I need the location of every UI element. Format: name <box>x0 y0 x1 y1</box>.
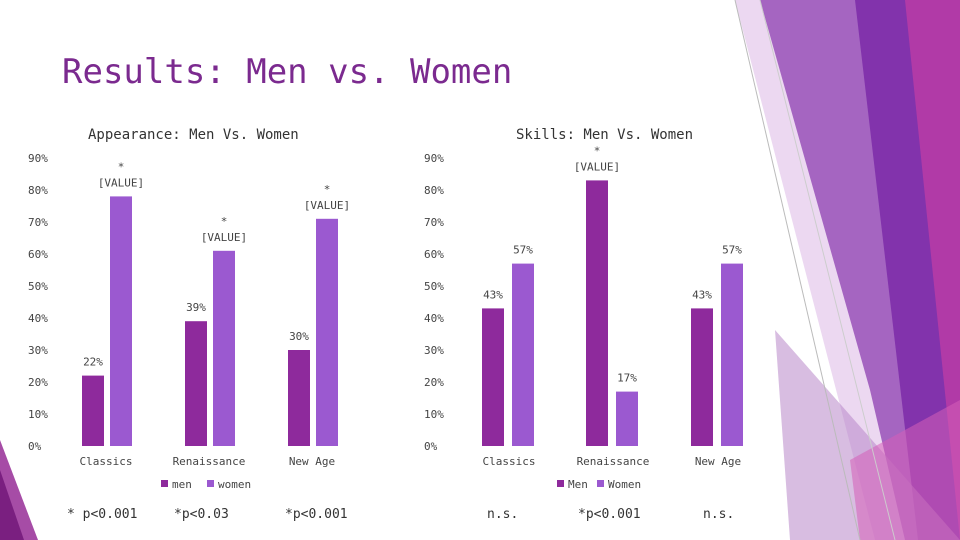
appearance-xtick-classics: Classics <box>80 455 133 468</box>
skills-ytick-20: 20% <box>424 376 444 389</box>
appearance-bar-women-2 <box>316 218 338 446</box>
appearance-note-classics: * p<0.001 <box>67 507 138 522</box>
skills-chart-title: Skills: Men Vs. Women <box>516 127 694 143</box>
appearance-legend-swatch-women <box>207 480 214 487</box>
skills-ytick-70: 70% <box>424 216 444 229</box>
skills-label-women-1: 17% <box>617 372 637 385</box>
appearance-label-men-2: 30% <box>289 330 309 343</box>
slide-title: Results: Men vs. Women <box>62 52 513 92</box>
skills-ytick-40: 40% <box>424 312 444 325</box>
appearance-ytick-90: 90% <box>28 152 48 165</box>
appearance-bar-men-1 <box>185 321 207 446</box>
skills-legend-label-women: Women <box>608 478 641 491</box>
appearance-label-women-0: * [VALUE] <box>98 160 144 189</box>
appearance-xtick-renaissance: Renaissance <box>173 455 246 468</box>
appearance-bar-women-1 <box>213 250 235 446</box>
skills-ytick-90: 90% <box>424 152 444 165</box>
skills-ytick-80: 80% <box>424 184 444 197</box>
skills-legend-swatch-women <box>597 480 604 487</box>
skills-note-renaissance: *p<0.001 <box>578 507 641 522</box>
skills-note-classics: n.s. <box>487 507 519 522</box>
appearance-ytick-10: 10% <box>28 408 48 421</box>
appearance-legend-label-men: men <box>172 478 192 491</box>
appearance-label-men-1: 39% <box>186 301 206 314</box>
appearance-ytick-30: 30% <box>28 344 48 357</box>
appearance-legend-swatch-men <box>161 480 168 487</box>
appearance-xtick-new-age: New Age <box>289 455 335 468</box>
appearance-ytick-0: 0% <box>28 440 42 453</box>
appearance-label-women-1: * [VALUE] <box>201 215 247 244</box>
skills-xtick-classics: Classics <box>483 455 536 468</box>
skills-ytick-30: 30% <box>424 344 444 357</box>
appearance-bar-men-2 <box>288 350 310 446</box>
skills-legend-label-men: Men <box>568 478 588 491</box>
skills-ytick-60: 60% <box>424 248 444 261</box>
skills-label-men-2: 43% <box>692 288 712 301</box>
appearance-chart-title: Appearance: Men Vs. Women <box>88 127 299 143</box>
appearance-label-women-2: * [VALUE] <box>304 183 350 212</box>
skills-label-women-2: 57% <box>722 244 742 257</box>
skills-bar-men-2 <box>691 308 713 446</box>
appearance-ytick-70: 70% <box>28 216 48 229</box>
skills-xtick-renaissance: Renaissance <box>577 455 650 468</box>
skills-label-men-0: 43% <box>483 288 503 301</box>
skills-bar-men-1 <box>586 180 608 446</box>
skills-bar-women-1 <box>616 391 638 446</box>
skills-ytick-0: 0% <box>424 440 438 453</box>
skills-ytick-10: 10% <box>424 408 444 421</box>
appearance-ytick-80: 80% <box>28 184 48 197</box>
skills-label-men-1: * [VALUE] <box>574 144 620 173</box>
skills-legend-swatch-men <box>557 480 564 487</box>
skills-note-new-age: n.s. <box>703 507 735 522</box>
skills-bar-women-0 <box>512 263 534 446</box>
skills-xtick-new-age: New Age <box>695 455 741 468</box>
skills-bar-women-2 <box>721 263 743 446</box>
appearance-ytick-20: 20% <box>28 376 48 389</box>
appearance-chart: 0% 10% 20% 30% 40% 50% 60% 70% 80% 90% Classics 22%… <box>28 152 350 491</box>
skills-bar-men-0 <box>482 308 504 446</box>
appearance-ytick-50: 50% <box>28 280 48 293</box>
skills-ytick-50: 50% <box>424 280 444 293</box>
appearance-ytick-60: 60% <box>28 248 48 261</box>
appearance-ytick-40: 40% <box>28 312 48 325</box>
appearance-legend-label-women: women <box>218 478 251 491</box>
skills-chart: 0% 10% 20% 30% 40% 50% 60% 70% 80% 90% Classics 43%… <box>424 144 743 491</box>
appearance-bar-men-0 <box>82 375 104 446</box>
skills-label-women-0: 57% <box>513 244 533 257</box>
appearance-note-renaissance: *p<0.03 <box>174 507 229 522</box>
appearance-note-new-age: *p<0.001 <box>285 507 348 522</box>
appearance-label-men-0: 22% <box>83 356 103 369</box>
appearance-bar-women-0 <box>110 196 132 446</box>
